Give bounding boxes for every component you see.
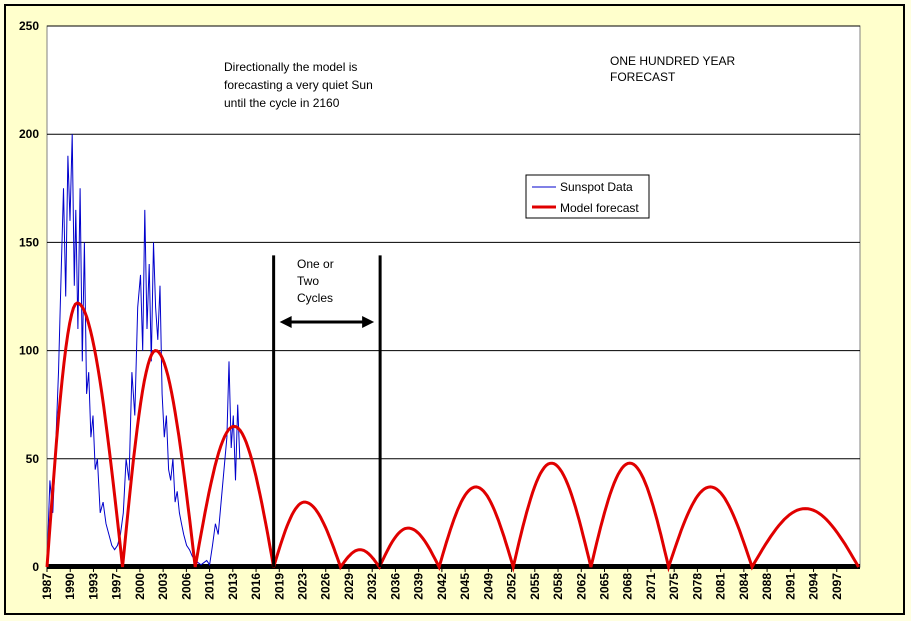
annotation-title: FORECAST [610,70,676,84]
y-tick-label: 200 [19,127,39,141]
x-tick-label: 1990 [63,573,77,600]
annotation-range-label: One or [297,257,334,271]
series-line-model-forecast [45,301,860,573]
series-line-sunspot-data [46,134,241,567]
x-tick-label: 2032 [365,573,379,600]
x-tick-label: 2078 [690,573,704,600]
annotations: Directionally the model is forecasting a … [224,54,735,305]
x-tick-label: 2026 [319,573,333,600]
x-tick-label: 2039 [412,573,426,600]
x-tick-label: 2052 [505,573,519,600]
x-tick-label: 2049 [481,573,495,600]
y-axis: 0 50 100 150 200 250 [19,19,39,574]
annotation-note: Directionally the model is [224,60,357,74]
y-tick-label: 50 [26,452,40,466]
y-tick-label: 100 [19,344,39,358]
x-tick-label: 2042 [435,573,449,600]
x-tick-label: 2084 [737,573,751,600]
legend-label-sunspot: Sunspot Data [560,180,633,194]
x-tick-label: 2006 [179,573,193,600]
annotation-title: ONE HUNDRED YEAR [610,54,735,68]
x-axis-baseline [47,564,860,569]
x-tick-label: 2094 [807,573,821,600]
annotation-range-label: Cycles [297,291,333,305]
x-tick-label: 2091 [783,573,797,600]
annotation-note: forecasting a very quiet Sun [224,78,373,92]
range-arrow-head-right [362,316,375,328]
x-tick-label: 2036 [388,573,402,600]
y-tick-label: 150 [19,235,39,249]
x-tick-label: 2068 [621,573,635,600]
x-tick-label: 2023 [296,573,310,600]
plot-area [46,25,861,568]
x-tick-label: 1997 [110,573,124,600]
x-tick-label: 2062 [574,573,588,600]
x-tick-label: 2065 [597,573,611,600]
x-tick-label: 1993 [86,573,100,600]
x-tick-label: 2003 [156,573,170,600]
x-tick-label: 2088 [760,573,774,600]
x-tick-label: 2000 [133,573,147,600]
x-tick-label: 2058 [551,573,565,600]
annotation-note: until the cycle in 2160 [224,96,340,110]
series-group [45,134,860,573]
x-tick-label: 2071 [644,573,658,600]
x-tick-label: 2016 [249,573,263,600]
x-tick-label: 2045 [458,573,472,600]
y-tick-label: 0 [32,560,39,574]
legend-label-model: Model forecast [560,201,639,215]
x-tick-label: 2019 [272,573,286,600]
range-arrow-head-left [279,316,292,328]
x-axis: 1987 1990 1993 1997 2000 2003 2006 2010 2013 2016… [40,564,860,600]
legend: Sunspot Data Model forecast [525,174,650,219]
x-tick-label: 2013 [226,573,240,600]
x-tick-label: 2075 [667,573,681,600]
annotation-range-label: Two [297,274,319,288]
x-tick-label: 2055 [528,573,542,600]
cycle-range-marker [272,255,382,567]
y-tick-label: 250 [19,19,39,33]
x-tick-label: 1987 [40,573,54,600]
legend-box [525,174,650,219]
x-tick-label: 2081 [714,573,728,600]
x-tick-label: 2010 [203,573,217,600]
x-tick-label: 2029 [342,573,356,600]
x-tick-label: 2097 [830,573,844,600]
